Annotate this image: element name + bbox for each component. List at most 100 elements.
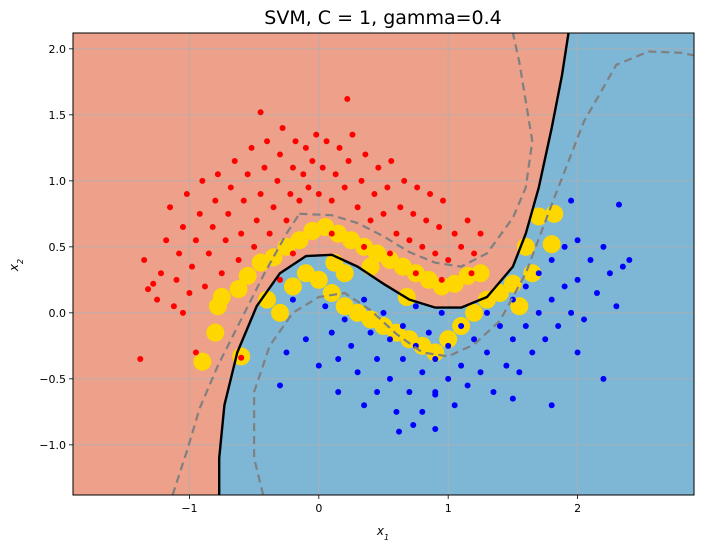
data-point-class-0 <box>238 230 245 237</box>
data-point-class-1 <box>516 369 523 376</box>
data-points <box>137 96 633 435</box>
data-point-class-0 <box>240 197 247 204</box>
data-point-class-1 <box>548 257 555 264</box>
data-point-class-0 <box>328 197 335 204</box>
data-point-class-1 <box>361 296 368 303</box>
data-point-class-0 <box>323 138 330 145</box>
data-point-class-0 <box>341 184 348 191</box>
data-point-class-1 <box>542 336 549 343</box>
support-vector-marker <box>426 343 445 362</box>
data-point-class-1 <box>432 391 439 398</box>
data-point-class-0 <box>235 257 242 264</box>
x-axis-label-sub: 1 <box>384 533 389 542</box>
data-point-class-0 <box>309 158 316 165</box>
data-point-class-0 <box>192 349 199 356</box>
data-point-class-1 <box>412 303 419 310</box>
data-point-class-0 <box>257 191 264 198</box>
data-point-class-0 <box>300 171 307 178</box>
data-point-class-1 <box>315 362 322 369</box>
data-point-class-0 <box>440 197 447 204</box>
support-vector-marker <box>545 204 564 223</box>
data-point-class-0 <box>319 164 326 171</box>
data-point-class-0 <box>354 204 361 211</box>
data-point-class-0 <box>427 191 434 198</box>
data-point-class-1 <box>548 296 555 303</box>
data-point-class-0 <box>410 210 417 217</box>
data-point-class-0 <box>344 96 351 102</box>
data-point-class-0 <box>141 257 148 264</box>
data-point-class-0 <box>468 270 475 277</box>
data-point-class-0 <box>375 164 382 171</box>
data-point-class-0 <box>419 243 426 250</box>
data-point-class-1 <box>574 237 581 244</box>
y-axis-label-base: x <box>7 263 21 272</box>
data-point-class-1 <box>367 329 374 336</box>
data-point-class-0 <box>436 224 443 231</box>
data-point-class-0 <box>406 237 413 244</box>
support-vector-marker <box>238 266 257 285</box>
data-point-class-0 <box>231 158 238 165</box>
data-point-class-0 <box>371 191 378 198</box>
data-point-class-1 <box>522 283 529 290</box>
data-point-class-0 <box>279 125 286 132</box>
data-point-class-0 <box>412 270 419 277</box>
margin-line-left <box>171 213 301 495</box>
plot-frame <box>72 32 695 496</box>
data-point-class-1 <box>419 369 426 376</box>
margin-line-lower <box>253 50 694 495</box>
data-point-class-0 <box>154 296 161 303</box>
data-point-class-1 <box>374 389 381 396</box>
data-point-class-0 <box>292 138 299 145</box>
data-point-class-1 <box>341 316 348 323</box>
data-point-class-0 <box>388 158 395 165</box>
data-point-class-1 <box>380 309 387 316</box>
data-point-class-1 <box>555 323 562 330</box>
data-point-class-1 <box>289 296 296 303</box>
data-point-class-1 <box>302 336 309 343</box>
support-vector-marker <box>271 303 289 322</box>
data-point-class-1 <box>490 389 497 396</box>
margin-line-upper <box>299 33 534 268</box>
data-point-class-1 <box>548 402 555 409</box>
support-vector-marker <box>529 207 548 226</box>
data-point-class-0 <box>274 177 281 184</box>
data-point-class-0 <box>173 276 180 283</box>
data-point-class-0 <box>238 354 245 361</box>
support-vector-marker <box>465 303 484 322</box>
data-point-class-1 <box>445 342 452 349</box>
support-vector-marker <box>445 274 464 293</box>
data-point-class-1 <box>574 349 581 356</box>
data-point-class-0 <box>201 283 208 290</box>
data-point-class-0 <box>358 177 365 184</box>
support-vector-marker <box>283 277 302 296</box>
data-point-class-0 <box>227 184 234 191</box>
data-point-class-1 <box>626 257 633 264</box>
data-point-class-1 <box>386 336 393 343</box>
data-point-class-0 <box>253 217 260 224</box>
data-point-class-1 <box>458 362 465 369</box>
data-point-class-1 <box>445 375 452 382</box>
y-tick-label: 0.0 <box>49 307 67 320</box>
data-point-class-0 <box>157 270 164 277</box>
data-point-class-0 <box>209 224 216 231</box>
data-point-class-0 <box>445 257 452 264</box>
data-point-class-0 <box>438 276 445 283</box>
data-point-class-0 <box>244 171 251 178</box>
data-point-class-0 <box>283 217 290 224</box>
data-point-class-1 <box>568 197 575 204</box>
data-point-class-1 <box>393 408 400 415</box>
y-tick-label: −0.5 <box>39 373 66 386</box>
data-point-class-1 <box>399 323 406 330</box>
data-point-class-1 <box>425 329 432 336</box>
x-tick-label: −1 <box>181 502 197 515</box>
data-point-class-0 <box>167 204 174 211</box>
data-point-class-0 <box>464 217 471 224</box>
data-point-class-0 <box>222 237 229 244</box>
support-vector-marker <box>361 257 380 276</box>
y-tick-label: −1.0 <box>39 439 66 452</box>
support-vector-marker <box>264 248 283 267</box>
data-point-class-1 <box>477 369 484 376</box>
data-point-class-0 <box>302 144 309 151</box>
data-point-class-0 <box>367 217 374 224</box>
data-point-class-0 <box>477 230 484 237</box>
